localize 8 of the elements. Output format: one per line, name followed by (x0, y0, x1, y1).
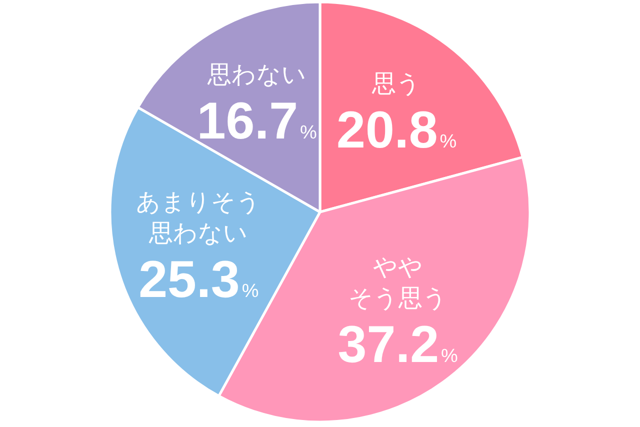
slice-label: 思わない (206, 60, 306, 88)
data-label: 37.2% (338, 316, 458, 374)
data-label: 16.7% (196, 92, 318, 150)
data-label: 20.8% (336, 101, 457, 160)
data-label: 25.3% (138, 251, 259, 310)
slice-label: 思う (371, 69, 422, 98)
slice-label: ややそう思う (348, 253, 448, 312)
slice-label: あまりそう思わない (136, 188, 262, 248)
